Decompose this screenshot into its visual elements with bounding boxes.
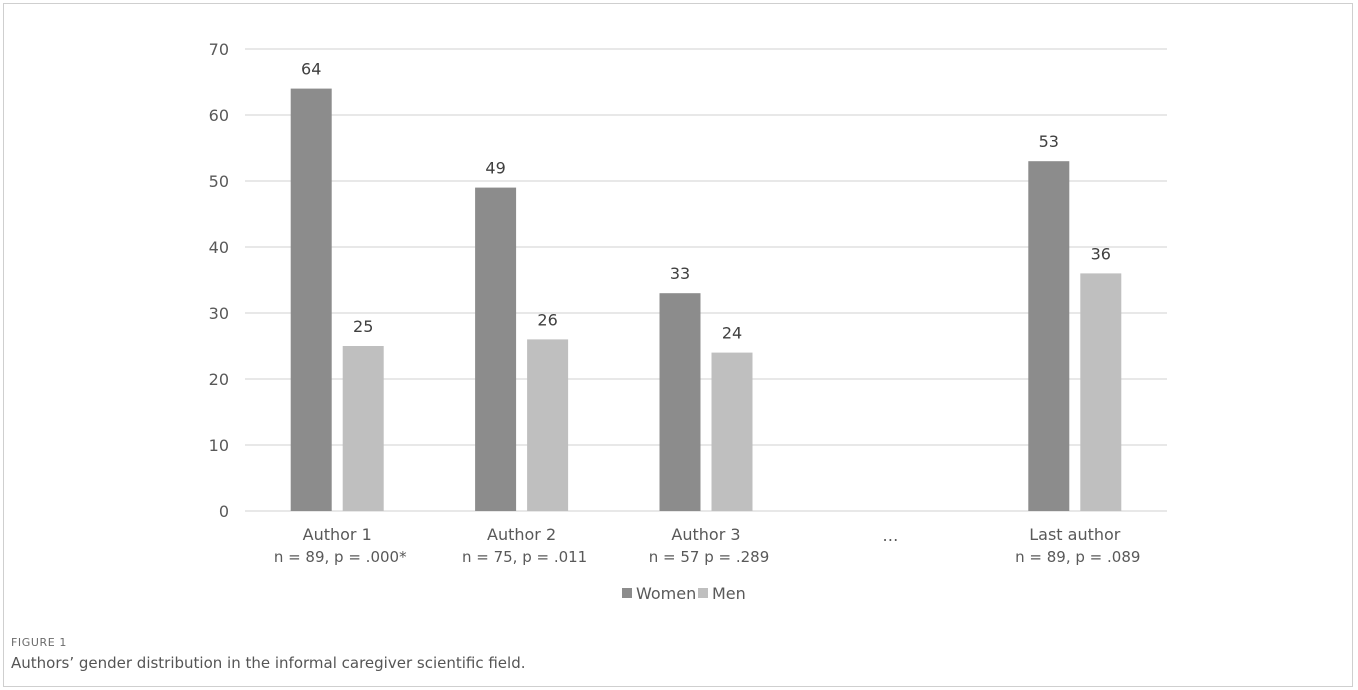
data-label: 49: [485, 159, 505, 178]
x-category-label: Author 2: [487, 525, 556, 544]
legend-label-women: Women: [636, 584, 696, 603]
y-tick-label: 70: [209, 40, 229, 59]
bar-women: [290, 88, 332, 511]
y-tick-label: 30: [209, 304, 229, 323]
data-label: 25: [353, 317, 373, 336]
data-label: 64: [301, 60, 321, 79]
x-category-note: n = 89, p = .089: [1015, 548, 1140, 566]
data-label: 33: [670, 264, 690, 283]
bar-women: [475, 187, 517, 511]
y-tick-label: 0: [219, 502, 229, 521]
y-tick-label: 10: [209, 436, 229, 455]
x-category-label: Author 1: [303, 525, 372, 544]
data-label: 36: [1091, 244, 1111, 263]
bar-women: [1028, 161, 1070, 511]
bar-men: [1080, 273, 1122, 511]
x-category-label: Last author: [1029, 525, 1121, 544]
data-label: 53: [1039, 132, 1059, 151]
bar-men: [527, 339, 569, 511]
legend-swatch-women: [622, 588, 632, 598]
bar-chart: 0 10 20 30 40 50 60 70 64 25 Author 1 n = 89, p = .…: [209, 40, 1167, 603]
figure-caption: Authors’ gender distribution in the info…: [11, 654, 526, 672]
y-tick-label: 50: [209, 172, 229, 191]
data-label: 24: [722, 324, 742, 343]
y-tick-label: 20: [209, 370, 229, 389]
legend-label-men: Men: [712, 584, 746, 603]
y-tick-label: 40: [209, 238, 229, 257]
bar-men: [342, 346, 384, 511]
y-tick-label: 60: [209, 106, 229, 125]
legend-swatch-men: [698, 588, 708, 598]
x-category-note: n = 89, p = .000*: [274, 548, 407, 566]
x-category-note: n = 57 p = .289: [649, 548, 770, 566]
bar-women: [659, 293, 701, 511]
figure-label: FIGURE 1: [11, 636, 68, 649]
x-category-label: …: [882, 526, 898, 545]
data-label: 26: [537, 310, 557, 329]
x-category-note: n = 75, p = .011: [462, 548, 587, 566]
bar-men: [711, 352, 753, 511]
x-category-label: Author 3: [671, 525, 740, 544]
